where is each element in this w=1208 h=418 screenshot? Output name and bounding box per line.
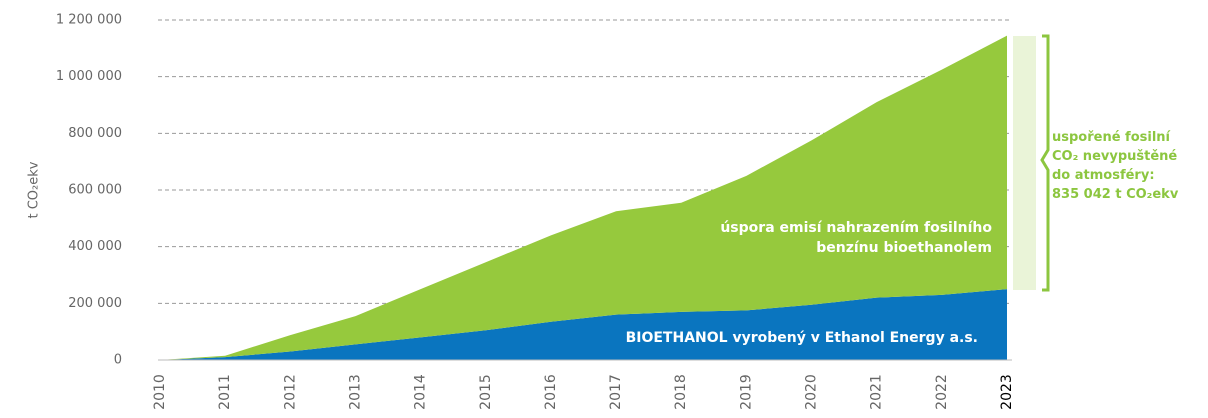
x-tick-label: 2023	[999, 374, 1015, 410]
series-label: BIOETHANOL vyrobený v Ethanol Energy a.s…	[625, 330, 978, 346]
x-tick-label: 2016	[543, 374, 559, 410]
annotation-line: CO₂ nevypuštěné	[1052, 149, 1178, 164]
x-tick-label: 2022	[934, 374, 950, 410]
y-tick-label: 600 000	[68, 183, 122, 198]
x-tick-label: 2012	[282, 374, 298, 410]
area	[160, 289, 1007, 360]
area	[160, 35, 1007, 360]
annotation-line: uspořené fosilní	[1052, 130, 1171, 145]
y-axis-label: t CO₂ekv	[27, 161, 42, 218]
annotation-line: do atmosféry:	[1052, 168, 1155, 183]
x-tick-label: 2014	[413, 374, 429, 410]
x-tick-label: 2010	[152, 374, 168, 410]
x-tick-label: 2020	[804, 374, 820, 410]
annotation-line: 835 042 t CO₂ekv	[1052, 187, 1179, 202]
x-tick-label: 2021	[869, 374, 885, 410]
series-label: úspora emisí nahrazením fosilního benzín…	[720, 220, 992, 256]
x-tick-label: 2017	[608, 374, 624, 410]
bracket	[1040, 34, 1050, 292]
y-tick-label: 800 000	[68, 126, 122, 141]
highlight-strip	[1013, 36, 1036, 290]
y-tick-label: 200 000	[68, 296, 122, 311]
x-tick-label: 2013	[347, 374, 363, 410]
x-tick-label: 2018	[673, 374, 689, 410]
y-tick-label: 1 200 000	[56, 13, 122, 28]
y-tick-label: 400 000	[68, 239, 122, 254]
x-tick-label: 2019	[738, 374, 754, 410]
y-tick-label: 0	[114, 353, 122, 368]
x-tick-label: 2011	[217, 374, 233, 410]
annotation: uspořené fosilní CO₂ nevypuštěné do atmosf…	[1052, 128, 1208, 204]
x-tick-label: 2015	[478, 374, 494, 410]
y-tick-label: 1 000 000	[56, 69, 122, 84]
